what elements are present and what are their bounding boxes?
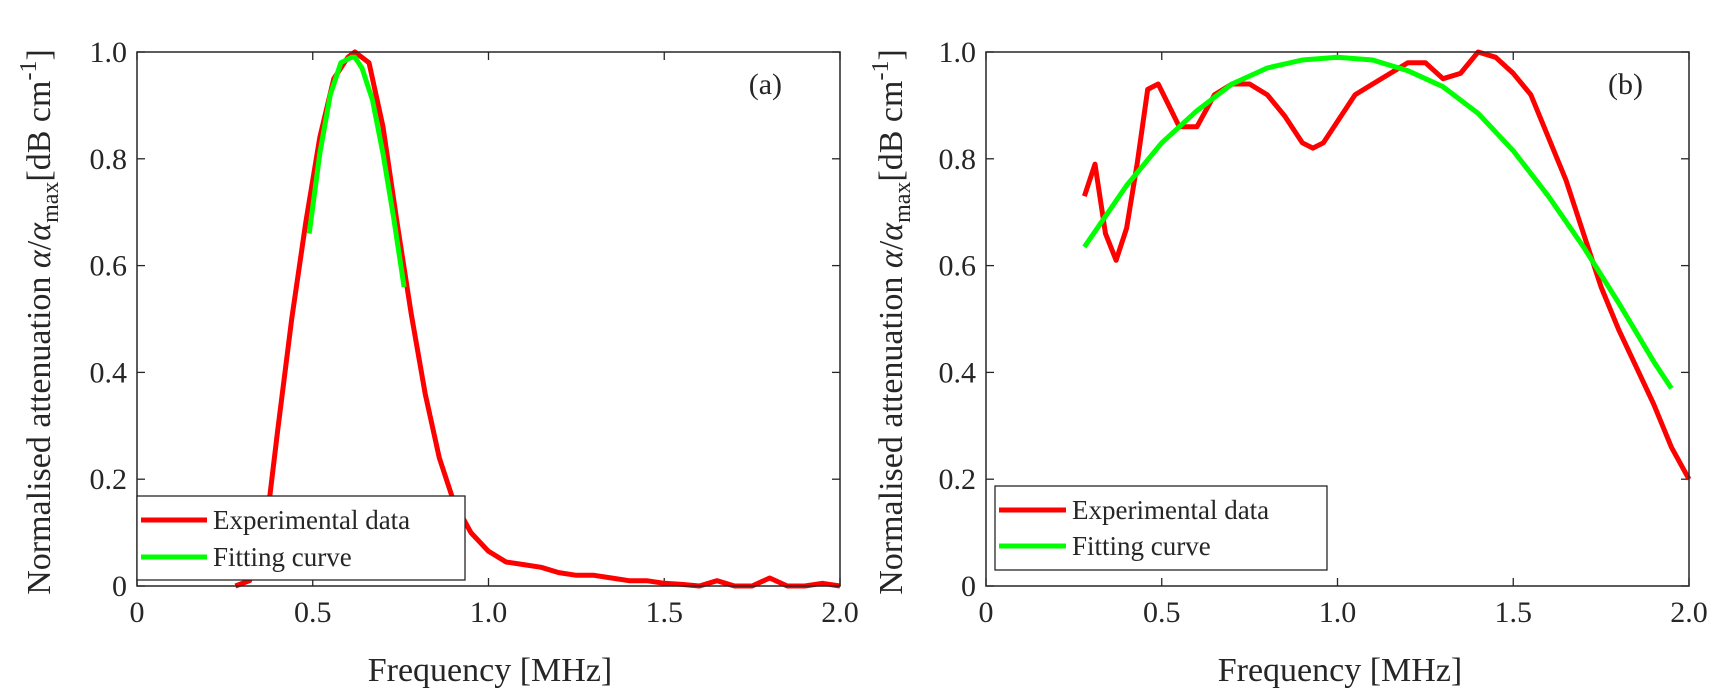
panel-b-frame bbox=[985, 51, 1690, 587]
panel-b-series-fitting bbox=[1082, 54, 1674, 390]
panel-b-y-tick-label: 0 bbox=[961, 570, 976, 603]
panel-a-y-tick-label: 0.6 bbox=[90, 250, 128, 283]
panel-b-y-axis-label-alpha: α bbox=[873, 249, 910, 268]
panel-b-legend-box bbox=[994, 485, 1328, 571]
panel-b-y-axis-label-slash: / bbox=[873, 240, 910, 250]
panel-a-y-axis-label-alpha: α bbox=[21, 249, 58, 268]
panel-b: (b) 0 0.5 1.0 1.5 2.0 0 0.2 0.4 0.6 0.8 1.0 Experi… bbox=[868, 36, 1708, 689]
panel-b-x-tick-label: 1.0 bbox=[1319, 596, 1357, 629]
panel-b-y-axis-label-prefix: Normalised attenuation bbox=[873, 268, 910, 595]
panel-a-y-axis-label-prefix: Normalised attenuation bbox=[21, 268, 58, 595]
panel-a-y-tick-label: 0.4 bbox=[90, 356, 128, 389]
panel-a-y-axis-label-unit-open: [dB cm bbox=[21, 81, 58, 182]
panel-b-x-tick-label: 2.0 bbox=[1670, 596, 1708, 629]
panel-b-y-tick-label: 0.6 bbox=[939, 250, 977, 283]
panel-a-legend-box bbox=[136, 495, 466, 581]
panel-a-y-axis-label-slash: / bbox=[21, 240, 58, 250]
panel-b-y-axis-label-sub: max bbox=[890, 182, 916, 223]
panel-a-legend-label-fitting: Fitting curve bbox=[213, 542, 352, 572]
panel-b-series-experimental bbox=[1082, 49, 1692, 481]
panel-a-x-axis-label: Frequency [MHz] bbox=[368, 652, 613, 689]
panel-a-series-fitting bbox=[306, 54, 407, 288]
panel-a-frame bbox=[136, 51, 841, 587]
panel-b-x-tick-label: 0.5 bbox=[1143, 596, 1181, 629]
panel-a: (a) 0 0.5 1.0 1.5 2.0 0 0.2 0.4 0.6 0.8 1.0 Experi… bbox=[16, 36, 859, 689]
panel-a-y-axis-label-sub: max bbox=[38, 182, 64, 223]
panel-b-y-tick-label: 1.0 bbox=[939, 36, 977, 69]
panel-a-y-axis-label-unit-close: ] bbox=[21, 49, 58, 60]
panel-b-series bbox=[1082, 49, 1692, 481]
panel-a-label: (a) bbox=[749, 68, 782, 101]
panel-a-x-tick-label: 2.0 bbox=[821, 596, 859, 629]
panel-b-y-axis-label-alpha-2: α bbox=[873, 222, 910, 241]
panel-a-legend-label-experimental: Experimental data bbox=[213, 505, 410, 535]
panel-b-y-axis-label-unit-open: [dB cm bbox=[873, 81, 910, 182]
panel-b-y-tick-label: 0.4 bbox=[939, 356, 977, 389]
panel-b-y-tick-label: 0.8 bbox=[939, 143, 977, 176]
panel-b-legend-label-experimental: Experimental data bbox=[1072, 495, 1269, 525]
panel-a-y-axis-label-sup: -1 bbox=[16, 61, 42, 81]
panel-b-y-axis-label: Normalised attenuation α/αmax[dB cm-1] bbox=[868, 49, 916, 595]
panel-a-x-tick-label: 0.5 bbox=[294, 596, 332, 629]
panel-a-series bbox=[234, 49, 841, 589]
panel-b-legend: Experimental data Fitting curve bbox=[994, 485, 1328, 571]
panel-a-x-tick-label: 1.5 bbox=[646, 596, 684, 629]
panel-b-label: (b) bbox=[1608, 68, 1643, 101]
panel-a-y-tick-label: 0.2 bbox=[90, 463, 128, 496]
panel-a-x-tick-label: 1.0 bbox=[470, 596, 508, 629]
panel-a-y-tick-label: 1.0 bbox=[90, 36, 128, 69]
panel-b-y-axis-label-unit-close: ] bbox=[873, 49, 910, 60]
panel-b-x-axis-label: Frequency [MHz] bbox=[1218, 652, 1463, 689]
panel-b-y-axis-label-sup: -1 bbox=[868, 61, 894, 81]
panel-b-x-tick-label: 1.5 bbox=[1495, 596, 1533, 629]
panel-b-x-tick-label: 0 bbox=[979, 596, 994, 629]
panel-a-y-tick-label: 0 bbox=[112, 570, 127, 603]
panel-b-y-tick-label: 0.2 bbox=[939, 463, 977, 496]
panel-a-ticks: 0 0.5 1.0 1.5 2.0 0 0.2 0.4 0.6 0.8 1.0 bbox=[90, 36, 859, 629]
panel-b-legend-label-fitting: Fitting curve bbox=[1072, 531, 1211, 561]
panel-a-y-axis-label-alpha-2: α bbox=[21, 222, 58, 241]
panel-a-x-tick-label: 0 bbox=[130, 596, 145, 629]
panel-a-legend: Experimental data Fitting curve bbox=[136, 495, 466, 581]
panel-a-y-tick-label: 0.8 bbox=[90, 143, 128, 176]
panel-a-y-axis-label: Normalised attenuation α/αmax[dB cm-1] bbox=[16, 49, 64, 595]
